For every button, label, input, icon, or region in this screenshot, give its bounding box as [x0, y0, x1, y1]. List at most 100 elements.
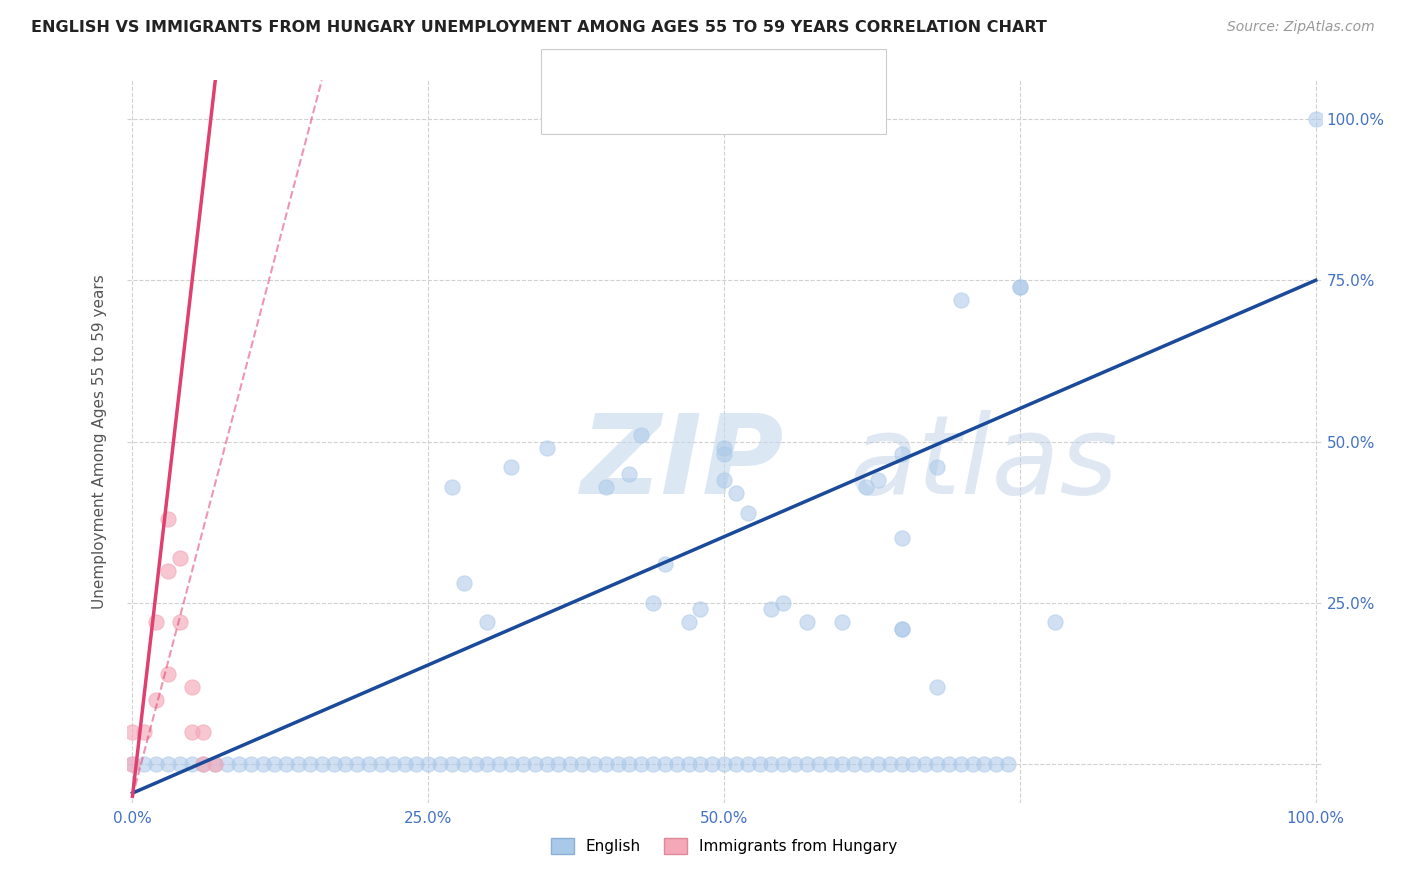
- Point: [121, 757, 143, 772]
- Point: [689, 602, 711, 616]
- Point: [630, 428, 652, 442]
- Point: [962, 757, 984, 772]
- Text: Source: ZipAtlas.com: Source: ZipAtlas.com: [1227, 20, 1375, 34]
- Point: [156, 512, 179, 526]
- Point: [1305, 112, 1327, 126]
- Point: [204, 757, 226, 772]
- Point: [501, 460, 523, 475]
- Point: [925, 680, 948, 694]
- Point: [501, 757, 523, 772]
- Point: [1045, 615, 1067, 630]
- Point: [986, 757, 1008, 772]
- Point: [890, 531, 912, 545]
- Point: [477, 757, 499, 772]
- Point: [335, 757, 357, 772]
- Point: [1008, 279, 1031, 293]
- Point: [724, 486, 747, 500]
- Y-axis label: Unemployment Among Ages 55 to 59 years: Unemployment Among Ages 55 to 59 years: [93, 274, 107, 609]
- Point: [844, 757, 866, 772]
- Point: [654, 757, 676, 772]
- Point: [239, 757, 262, 772]
- Point: [903, 757, 925, 772]
- Point: [180, 680, 202, 694]
- Point: [418, 757, 440, 772]
- Point: [582, 757, 605, 772]
- Point: [831, 757, 853, 772]
- Point: [488, 757, 510, 772]
- Point: [512, 757, 534, 772]
- Point: [820, 757, 842, 772]
- Point: [204, 757, 226, 772]
- Point: [949, 757, 972, 772]
- Point: [359, 757, 381, 772]
- Point: [606, 757, 628, 772]
- Point: [263, 757, 285, 772]
- Point: [619, 757, 641, 772]
- Point: [145, 757, 167, 772]
- Point: [228, 757, 250, 772]
- Point: [630, 757, 652, 772]
- Point: [879, 757, 901, 772]
- Point: [643, 596, 665, 610]
- Point: [643, 757, 665, 772]
- Text: N =: N =: [758, 67, 794, 86]
- Point: [322, 757, 344, 772]
- Point: [890, 622, 912, 636]
- Point: [169, 550, 191, 565]
- Point: [381, 757, 404, 772]
- Point: [678, 757, 700, 772]
- Point: [536, 441, 558, 455]
- Point: [121, 757, 143, 772]
- Point: [464, 757, 486, 772]
- Point: [523, 757, 546, 772]
- Point: [453, 576, 475, 591]
- Point: [595, 757, 617, 772]
- Point: [654, 557, 676, 571]
- Point: [180, 724, 202, 739]
- Point: [276, 757, 298, 772]
- Point: [831, 615, 853, 630]
- Text: R = 0.734: R = 0.734: [638, 99, 721, 117]
- Text: 105: 105: [789, 67, 824, 86]
- Point: [665, 757, 688, 772]
- Point: [772, 596, 794, 610]
- Point: [713, 447, 735, 461]
- Text: 15: 15: [789, 99, 817, 117]
- Point: [772, 757, 794, 772]
- Point: [370, 757, 392, 772]
- Point: [796, 615, 818, 630]
- Point: [713, 441, 735, 455]
- Point: [914, 757, 936, 772]
- Point: [180, 757, 202, 772]
- Point: [713, 757, 735, 772]
- Point: [761, 757, 783, 772]
- Point: [737, 757, 759, 772]
- Point: [145, 692, 167, 706]
- Point: [453, 757, 475, 772]
- Point: [252, 757, 274, 772]
- Point: [997, 757, 1019, 772]
- Point: [156, 757, 179, 772]
- Point: [973, 757, 995, 772]
- Point: [890, 447, 912, 461]
- Point: [560, 757, 582, 772]
- Text: R = 0.675: R = 0.675: [638, 67, 721, 86]
- Text: N =: N =: [758, 99, 794, 117]
- Text: atlas: atlas: [849, 409, 1118, 516]
- Point: [595, 480, 617, 494]
- Legend: English, Immigrants from Hungary: English, Immigrants from Hungary: [544, 832, 904, 860]
- Point: [783, 757, 806, 772]
- Point: [1008, 279, 1031, 293]
- Point: [689, 757, 711, 772]
- Point: [748, 757, 770, 772]
- Point: [807, 757, 830, 772]
- Point: [156, 666, 179, 681]
- Point: [761, 602, 783, 616]
- Point: [925, 460, 948, 475]
- Point: [855, 757, 877, 772]
- Point: [571, 757, 593, 772]
- Point: [193, 757, 215, 772]
- Point: [298, 757, 321, 772]
- Point: [890, 622, 912, 636]
- Point: [145, 615, 167, 630]
